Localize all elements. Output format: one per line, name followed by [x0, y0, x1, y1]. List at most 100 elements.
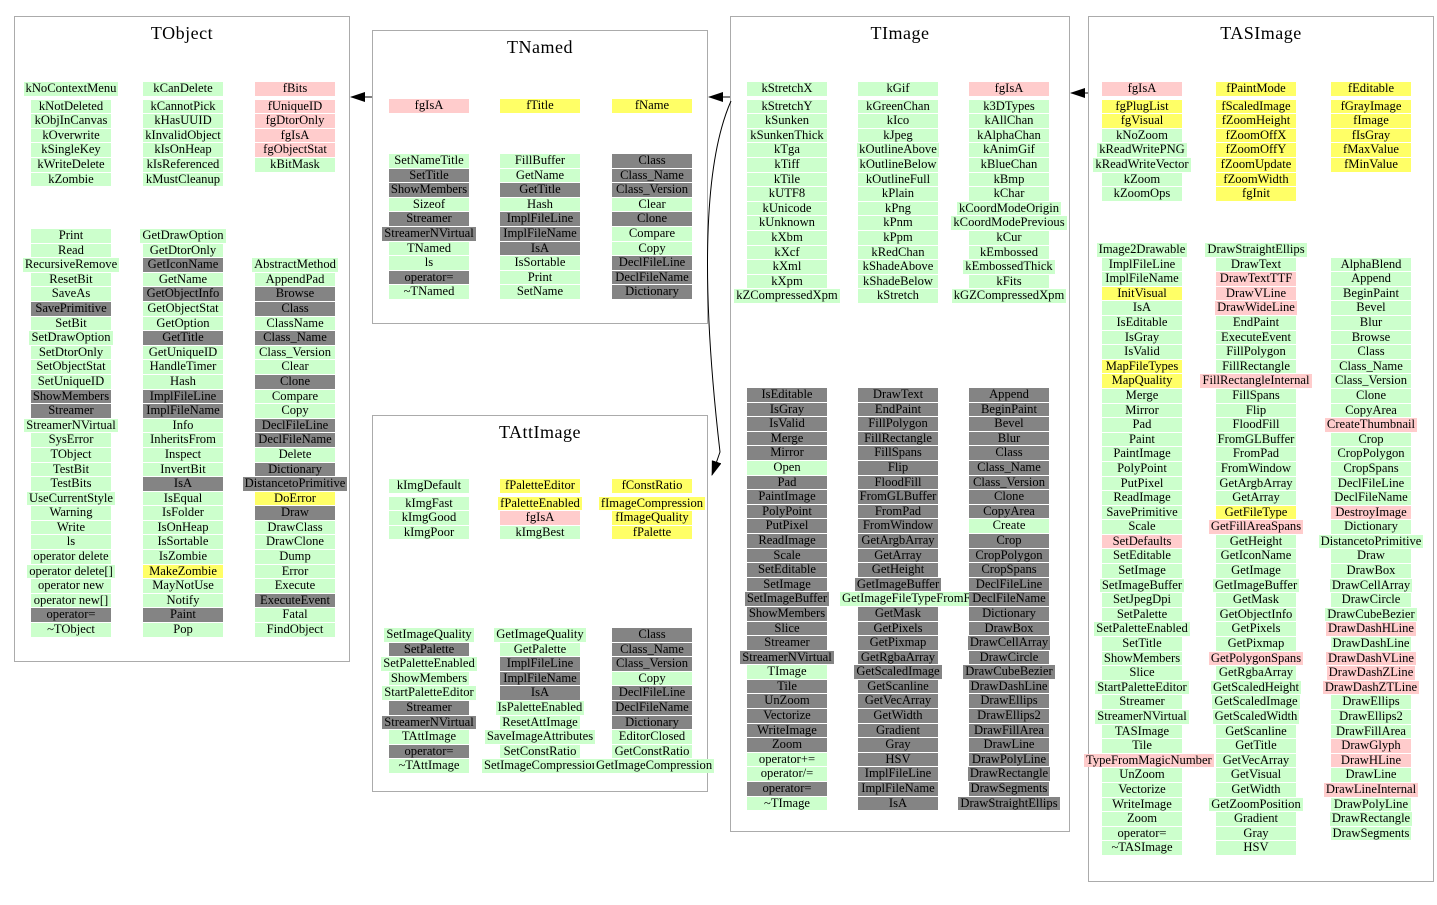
member-item[interactable]: ShowMembers	[729, 606, 845, 621]
member-item[interactable]: IsEqual	[125, 491, 241, 506]
member-item[interactable]: Pop	[125, 622, 241, 637]
member-item[interactable]: ~TASImage	[1084, 841, 1200, 855]
member-item[interactable]: GetPixmap	[840, 635, 956, 650]
member-item[interactable]: GetTitle	[1198, 738, 1314, 753]
member-item[interactable]: IsSortable	[482, 255, 598, 270]
member-item[interactable]: DistancetoPrimitive	[237, 476, 353, 491]
member-item[interactable]: GetScaledWidth	[1198, 709, 1314, 724]
member-item[interactable]: ShowMembers	[1084, 651, 1200, 666]
member-item[interactable]: kCoordModeOrigin	[951, 201, 1067, 216]
member-item[interactable]: StreamerNVirtual	[1084, 709, 1200, 724]
member-item[interactable]: Draw	[237, 506, 353, 520]
member-item[interactable]: ls	[13, 535, 129, 550]
member-item[interactable]: Gradient	[840, 723, 956, 738]
member-item[interactable]: StartPaletteEditor	[371, 686, 487, 700]
member-item[interactable]: DrawRectangle	[1313, 811, 1429, 826]
member-item[interactable]: Class_Name	[237, 330, 353, 345]
member-item[interactable]: kWriteDelete	[13, 157, 129, 172]
member-item[interactable]: GetScaledHeight	[1198, 680, 1314, 695]
member-item[interactable]: GetName	[125, 272, 241, 287]
member-item[interactable]: Copy	[237, 403, 353, 418]
member-item[interactable]: DeclFileName	[594, 700, 710, 715]
member-item[interactable]: PolyPoint	[1084, 461, 1200, 476]
member-item[interactable]: Class_Name	[951, 460, 1067, 475]
member-item[interactable]: ExecuteEvent	[1198, 330, 1314, 345]
member-item[interactable]: fBits	[237, 81, 353, 96]
member-item[interactable]: CopyArea	[1313, 403, 1429, 418]
member-item[interactable]: GetImageFileTypeFromFilename	[840, 592, 1013, 606]
member-item[interactable]: MakeZombie	[125, 564, 241, 579]
member-item[interactable]: SetEditable	[729, 562, 845, 577]
member-item[interactable]: fIsGray	[1313, 128, 1429, 143]
member-item[interactable]: Append	[951, 387, 1067, 402]
member-item[interactable]: Streamer	[729, 635, 845, 650]
member-item[interactable]: SetDefaults	[1084, 534, 1200, 549]
member-item[interactable]: FillRectangle	[840, 431, 956, 446]
member-item[interactable]: DrawDashZLine	[1313, 665, 1429, 680]
member-item[interactable]: DrawPolyLine	[1313, 797, 1429, 812]
member-item[interactable]: FloodFill	[840, 475, 956, 490]
member-item[interactable]: GetImageBuffer	[840, 577, 956, 592]
member-item[interactable]: fgIsA	[371, 98, 487, 113]
member-item[interactable]: GetHeight	[840, 562, 956, 577]
member-item[interactable]: DrawCircle	[951, 650, 1067, 665]
member-item[interactable]: GetVecArray	[1198, 753, 1314, 768]
member-item[interactable]: EditorClosed	[594, 729, 710, 744]
member-item[interactable]: kIsReferenced	[125, 157, 241, 172]
member-item[interactable]: TASImage	[1084, 724, 1200, 739]
member-item[interactable]: Flip	[840, 460, 956, 475]
member-item[interactable]: operator delete[]	[13, 564, 129, 579]
member-item[interactable]: DrawText	[1198, 257, 1314, 272]
member-item[interactable]: fName	[594, 98, 710, 113]
member-item[interactable]: IsA	[482, 686, 598, 700]
member-item[interactable]: kCur	[951, 230, 1067, 245]
member-item[interactable]: kXcf	[729, 245, 845, 260]
member-item[interactable]: GetMask	[840, 606, 956, 621]
member-item[interactable]: ResetAttImage	[482, 715, 598, 730]
member-item[interactable]: Clone	[951, 489, 1067, 504]
member-item[interactable]: DeclFileName	[1313, 490, 1429, 505]
member-item[interactable]: fScaledImage	[1198, 99, 1314, 114]
member-item[interactable]: GetArray	[840, 548, 956, 563]
member-item[interactable]: kCanDelete	[125, 81, 241, 96]
member-item[interactable]: Slice	[729, 621, 845, 636]
member-item[interactable]: operator+=	[729, 752, 845, 767]
member-item[interactable]: FillPolygon	[1198, 344, 1314, 359]
member-item[interactable]: DrawCubeBezier	[1313, 607, 1429, 622]
member-item[interactable]: Streamer	[371, 212, 487, 226]
member-item[interactable]: Tile	[1084, 738, 1200, 753]
member-item[interactable]: Gray	[840, 738, 956, 752]
member-item[interactable]: kCoordModePrevious	[951, 216, 1067, 230]
member-item[interactable]: kImgFast	[371, 496, 487, 511]
member-item[interactable]: TImage	[729, 665, 845, 679]
member-item[interactable]: IsValid	[729, 416, 845, 431]
member-item[interactable]: Browse	[1313, 330, 1429, 345]
member-item[interactable]: Dictionary	[1313, 520, 1429, 534]
member-item[interactable]: PutPixel	[729, 519, 845, 533]
member-item[interactable]: DrawDashLine	[1313, 636, 1429, 651]
member-item[interactable]: Class_Version	[237, 345, 353, 360]
member-item[interactable]: FillRectangleInternal	[1198, 374, 1314, 388]
member-item[interactable]: operator/=	[729, 767, 845, 782]
member-item[interactable]: SavePrimitive	[13, 301, 129, 316]
member-item[interactable]: CopyArea	[951, 504, 1067, 519]
member-item[interactable]: TAttImage	[371, 729, 487, 744]
member-item[interactable]: MapFileTypes	[1084, 359, 1200, 374]
member-item[interactable]: Class_Version	[594, 656, 710, 671]
member-item[interactable]: SetTitle	[1084, 636, 1200, 651]
member-item[interactable]: fImageCompression	[594, 496, 710, 511]
member-item[interactable]: UnZoom	[1084, 768, 1200, 782]
member-item[interactable]: Dictionary	[594, 715, 710, 730]
member-item[interactable]: Append	[1313, 271, 1429, 286]
member-item[interactable]: SetImage	[729, 577, 845, 592]
member-item[interactable]: fgIsA	[237, 128, 353, 143]
member-item[interactable]: SetImageBuffer	[1084, 578, 1200, 593]
member-item[interactable]: Info	[125, 418, 241, 433]
member-item[interactable]: TNamed	[371, 241, 487, 256]
member-item[interactable]: Blur	[1313, 315, 1429, 330]
member-item[interactable]: kXpm	[729, 274, 845, 289]
member-item[interactable]: GetWidth	[1198, 782, 1314, 797]
member-item[interactable]: IsGray	[1084, 330, 1200, 345]
member-item[interactable]: Inspect	[125, 447, 241, 462]
member-item[interactable]: FromPad	[840, 504, 956, 519]
